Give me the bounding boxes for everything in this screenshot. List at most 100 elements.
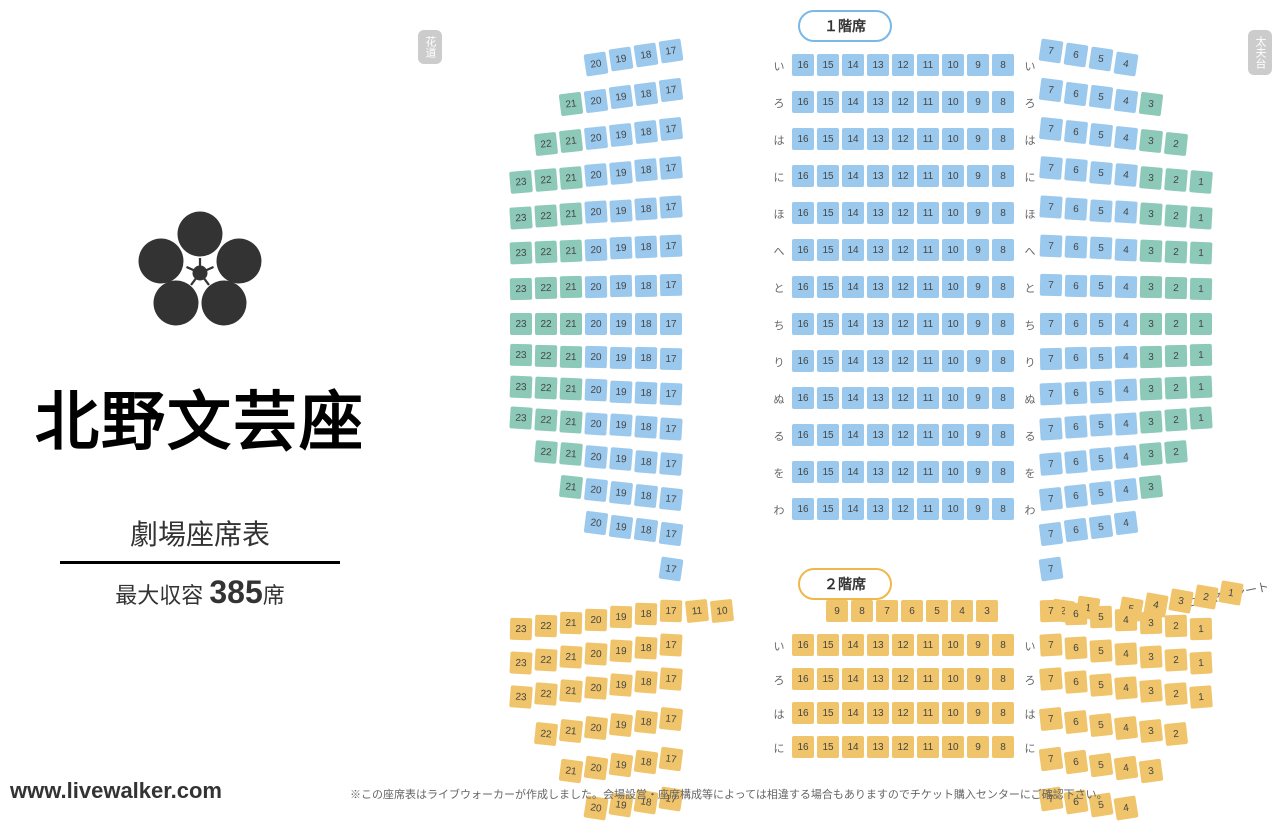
seat: 20 bbox=[584, 756, 609, 781]
seat: 9 bbox=[967, 91, 989, 113]
seat: 17 bbox=[659, 195, 682, 218]
seat: 19 bbox=[609, 47, 634, 72]
row-label: ほ bbox=[770, 206, 788, 222]
seat: 23 bbox=[509, 651, 532, 674]
floor1-badge: １階席 bbox=[798, 10, 892, 42]
seat: 11 bbox=[917, 461, 939, 483]
seat: 1 bbox=[1190, 618, 1213, 641]
seat: 13 bbox=[867, 634, 889, 656]
seat: 4 bbox=[1115, 276, 1137, 298]
seat: 21 bbox=[560, 276, 582, 298]
seat: 14 bbox=[842, 165, 864, 187]
seat: 16 bbox=[792, 498, 814, 520]
seat: 15 bbox=[817, 350, 839, 372]
seat: 4 bbox=[1114, 445, 1138, 469]
row-label: わ bbox=[1021, 502, 1039, 518]
seat: 18 bbox=[634, 484, 658, 508]
seat: 12 bbox=[892, 702, 914, 724]
seat: 12 bbox=[892, 276, 914, 298]
seat: 14 bbox=[842, 424, 864, 446]
seat: 6 bbox=[901, 600, 923, 622]
row-label: ろ bbox=[1021, 95, 1039, 111]
seat: 12 bbox=[892, 165, 914, 187]
seat: 11 bbox=[917, 736, 939, 758]
divider bbox=[60, 561, 340, 564]
seat: 7 bbox=[1039, 522, 1064, 547]
seat: 8 bbox=[992, 276, 1014, 298]
capacity: 最大収容 385席 bbox=[60, 574, 340, 611]
seat: 14 bbox=[842, 128, 864, 150]
seat: 19 bbox=[609, 515, 634, 540]
seat: 17 bbox=[660, 274, 682, 296]
seat: 9 bbox=[967, 128, 989, 150]
seat: 16 bbox=[792, 461, 814, 483]
seat: 12 bbox=[892, 350, 914, 372]
seat: 12 bbox=[892, 668, 914, 690]
seat: 9 bbox=[826, 600, 848, 622]
seat: 16 bbox=[792, 54, 814, 76]
seat: 10 bbox=[942, 91, 964, 113]
seat: 19 bbox=[609, 85, 634, 110]
seat: 2 bbox=[1164, 408, 1187, 431]
seat: 21 bbox=[560, 378, 583, 401]
seat: 7 bbox=[1040, 235, 1063, 258]
seat: 8 bbox=[992, 128, 1014, 150]
seat: 7 bbox=[876, 600, 898, 622]
seat: 10 bbox=[942, 276, 964, 298]
seat: 15 bbox=[817, 91, 839, 113]
seat: 9 bbox=[967, 736, 989, 758]
seat: 6 bbox=[1065, 274, 1087, 296]
seat: 10 bbox=[942, 702, 964, 724]
floor2-badge: ２階席 bbox=[798, 568, 892, 600]
seat: 4 bbox=[1115, 609, 1138, 632]
seat: 6 bbox=[1065, 347, 1087, 369]
seat: 12 bbox=[892, 128, 914, 150]
seat: 4 bbox=[1114, 642, 1137, 665]
seat: 19 bbox=[609, 713, 633, 737]
seat: 3 bbox=[1139, 719, 1163, 743]
seat: 5 bbox=[1090, 347, 1112, 369]
seat: 16 bbox=[792, 91, 814, 113]
row-label: と bbox=[1021, 280, 1039, 296]
seat: 17 bbox=[659, 452, 683, 476]
venue-logo-icon bbox=[125, 201, 275, 351]
seat: 11 bbox=[917, 634, 939, 656]
row-label: は bbox=[770, 706, 788, 722]
seat: 8 bbox=[992, 91, 1014, 113]
seat: 4 bbox=[1113, 795, 1138, 820]
seat: 21 bbox=[560, 239, 583, 262]
row-label: い bbox=[1021, 638, 1039, 654]
seat: 20 bbox=[584, 51, 609, 76]
seat: 15 bbox=[817, 424, 839, 446]
seat: 19 bbox=[610, 606, 633, 629]
seat: 7 bbox=[1039, 452, 1063, 476]
row-label: り bbox=[1021, 354, 1039, 370]
seat: 14 bbox=[842, 461, 864, 483]
seat: 6 bbox=[1064, 710, 1088, 734]
seat: 16 bbox=[792, 350, 814, 372]
venue-name: 北野文芸座 bbox=[35, 371, 365, 463]
seat: 1 bbox=[1190, 375, 1213, 398]
seat: 22 bbox=[535, 615, 558, 638]
seat: 1 bbox=[1189, 171, 1213, 195]
seat: 3 bbox=[1168, 588, 1193, 613]
seat: 16 bbox=[792, 736, 814, 758]
seat: 13 bbox=[867, 702, 889, 724]
seat: 4 bbox=[1114, 511, 1139, 536]
capacity-number: 385 bbox=[209, 574, 262, 610]
seat: 5 bbox=[926, 600, 948, 622]
seat: 22 bbox=[534, 408, 557, 431]
seat: 11 bbox=[917, 668, 939, 690]
seat: 21 bbox=[559, 166, 583, 190]
seat: 11 bbox=[917, 350, 939, 372]
seat: 5 bbox=[1090, 606, 1113, 629]
seat: 7 bbox=[1039, 707, 1063, 731]
seat: 8 bbox=[992, 424, 1014, 446]
row-label: り bbox=[770, 354, 788, 370]
row-label: ち bbox=[1021, 317, 1039, 333]
seat: 16 bbox=[792, 387, 814, 409]
seat: 16 bbox=[792, 276, 814, 298]
row-label: い bbox=[1021, 58, 1039, 74]
seat: 18 bbox=[634, 710, 658, 734]
info-panel: 北野文芸座 劇場座席表 最大収容 385席 bbox=[0, 0, 400, 812]
